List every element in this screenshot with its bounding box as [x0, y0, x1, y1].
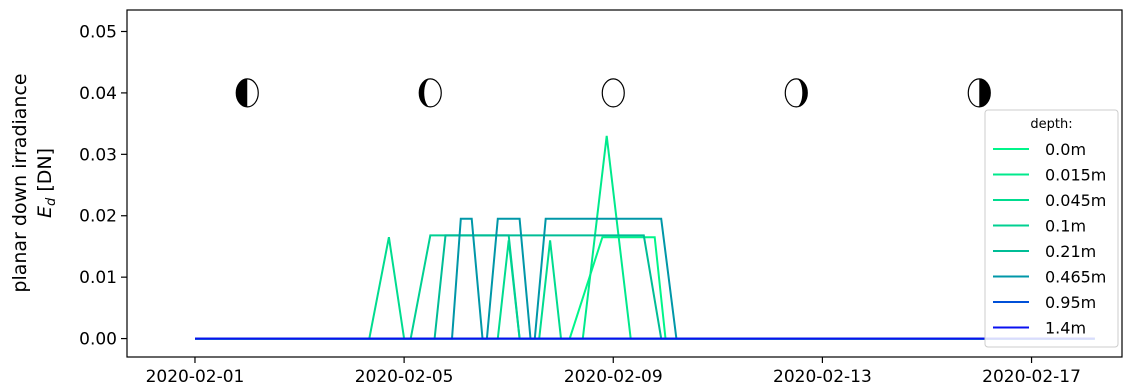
y-axis-label-line1: planar down irradiance [9, 73, 31, 292]
legend-label: 1.4m [1045, 319, 1086, 338]
y-tick-label: 0.04 [79, 84, 117, 104]
plot-frame [126, 9, 1123, 358]
last-quarter-moon-icon [967, 78, 991, 108]
y-tick-label: 0.02 [79, 207, 117, 227]
legend-label: 0.95m [1045, 293, 1096, 312]
x-tick-label: 2020-02-13 [773, 367, 872, 387]
series-line-0.21m [195, 234, 1095, 340]
legend-item: 0.95m [993, 293, 1096, 312]
legend-label: 0.015m [1045, 166, 1106, 185]
series-line-0.045m [195, 237, 1095, 340]
legend-label: 0.1m [1045, 217, 1086, 236]
legend-item: 0.21m [993, 242, 1096, 261]
moon-shadow [979, 78, 991, 107]
series-lines [195, 135, 1095, 340]
y-axis-label-unit: [DN] [34, 148, 56, 198]
series-line-0.1m [195, 234, 1095, 340]
legend: depth: 0.0m0.015m0.045m0.1m0.21m0.465m0.… [984, 109, 1119, 348]
moon-phase-markers [235, 78, 991, 108]
x-tick-label: 2020-02-17 [982, 367, 1081, 387]
y-axis-label-line2: Ed [DN] [34, 148, 59, 218]
legend-item: 0.465m [993, 268, 1106, 287]
waxing-gibbous-moon-icon [418, 78, 442, 108]
x-tick-label: 2020-02-05 [355, 367, 454, 387]
series-line-0.0m [195, 236, 1095, 340]
moon-shadow [419, 78, 431, 107]
moon-shadow [796, 78, 808, 107]
y-axis-label-subscript: d [44, 197, 59, 206]
series-line-0.465m [195, 217, 1095, 340]
legend-item: 0.0m [993, 140, 1086, 159]
y-axis: 0.00 0.01 0.02 0.03 0.04 0.05 [79, 22, 127, 350]
legend-label: 0.0m [1045, 140, 1086, 159]
legend-item: 0.1m [993, 217, 1086, 236]
legend-label: 0.21m [1045, 242, 1096, 261]
moon-disc [601, 78, 625, 108]
x-tick-label: 2020-02-01 [146, 367, 245, 387]
x-axis: 2020-02-01 2020-02-05 2020-02-09 2020-02-13… [146, 357, 1081, 387]
full-moon-moon-icon [601, 78, 625, 108]
y-axis-label-symbol: E [34, 206, 56, 218]
legend-title: depth: [1030, 117, 1072, 132]
waning-gibbous-moon-icon [784, 78, 808, 108]
y-tick-label: 0.05 [79, 22, 117, 42]
x-tick-label: 2020-02-09 [564, 367, 663, 387]
legend-box [984, 109, 1119, 348]
legend-item: 0.015m [993, 166, 1106, 185]
y-tick-label: 0.03 [79, 145, 117, 165]
first-quarter-moon-icon [235, 78, 259, 108]
legend-label: 0.465m [1045, 268, 1106, 287]
legend-items: 0.0m 0.015m 0.045m 0.1m 0.21m 0.465m 0.95m 1.4m [993, 140, 1106, 338]
y-tick-label: 0.01 [79, 268, 117, 288]
legend-item: 0.045m [993, 191, 1106, 210]
moon-shadow [236, 78, 248, 107]
legend-item: 1.4m [993, 319, 1086, 338]
y-tick-label: 0.00 [79, 330, 117, 350]
legend-label: 0.045m [1045, 191, 1106, 210]
